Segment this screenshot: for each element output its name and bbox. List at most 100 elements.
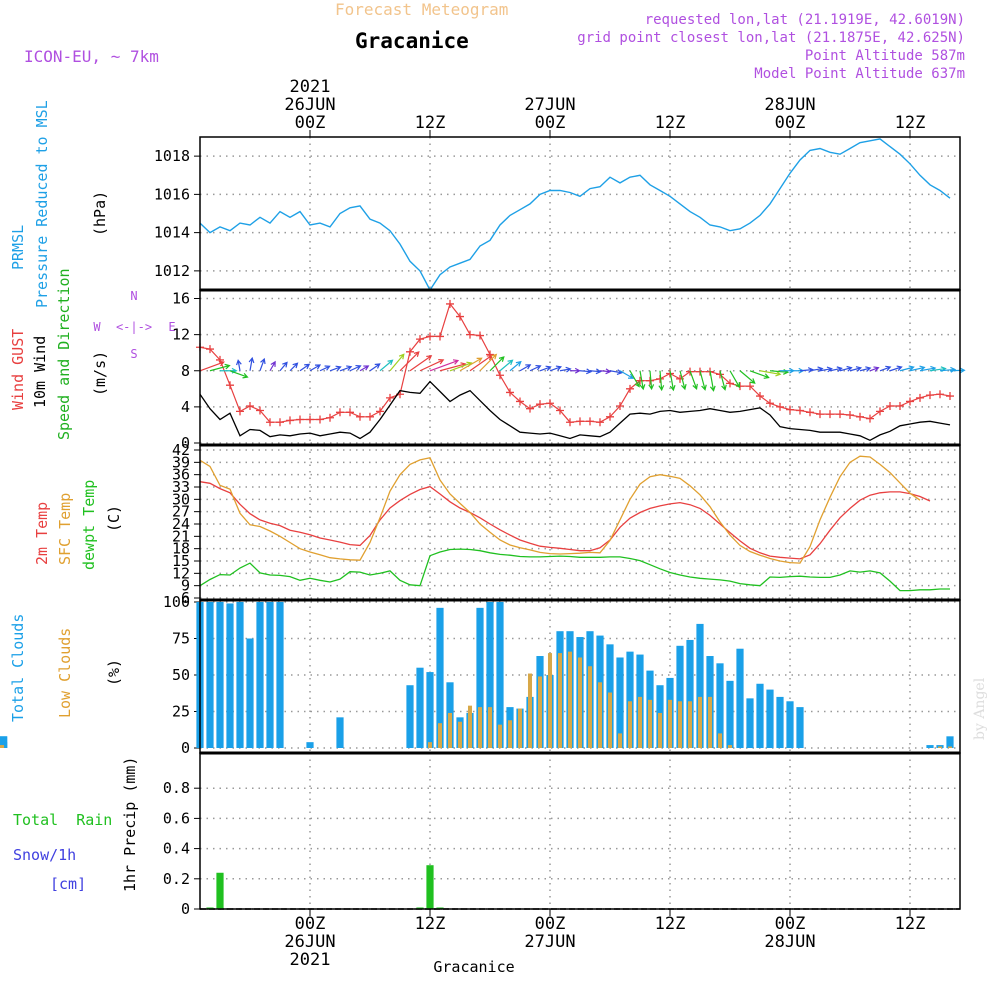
gust-marker (346, 408, 354, 417)
wind-direction-arrow (819, 366, 833, 373)
wind-direction-arrow (209, 363, 231, 372)
low-clouds-bar (587, 666, 593, 748)
low-clouds-bar (437, 723, 443, 748)
wind-direction-arrow (429, 359, 460, 372)
total-clouds-bar (266, 602, 274, 748)
low-clouds-bar (557, 653, 563, 748)
clouds-title-2: Low Clouds (56, 628, 74, 718)
compass-w: W (93, 320, 101, 334)
total-clouds-bar (336, 717, 344, 748)
wind-direction-arrow (589, 368, 602, 375)
total-clouds-bar (436, 607, 444, 748)
low-clouds-bar (597, 682, 603, 748)
pressure-title-1: PRMSL (9, 225, 27, 270)
requested-coords: requested lon,lat (21.1919E, 42.6019N) (645, 12, 965, 28)
compass-e: E (168, 320, 175, 334)
wind-direction-arrow (599, 368, 612, 375)
bottom-time-label: 12Z (655, 914, 686, 934)
low-clouds-bar (937, 746, 943, 748)
bottom-time-label: 27JUN (524, 932, 575, 952)
y-tick-label: 100 (163, 593, 190, 611)
top-time-label: 12Z (415, 113, 446, 133)
top-time-label: 28JUN (764, 95, 815, 115)
wind-direction-arrow (509, 360, 522, 372)
total-clouds-bar (786, 701, 794, 748)
total-clouds-bar (696, 623, 704, 748)
wind-title-2: 10m Wind (31, 336, 49, 408)
y-tick-label: 0.6 (163, 809, 190, 827)
bottom-time-label: 12Z (415, 914, 446, 934)
y-tick-label: 1018 (154, 147, 190, 165)
wind-direction-arrow (679, 370, 687, 391)
bottom-time-label: 00Z (775, 914, 806, 934)
total-clouds-bar (766, 689, 774, 748)
gust-marker (856, 412, 864, 421)
low-clouds-bar (697, 696, 703, 748)
bottom-time-label: 2021 (290, 950, 331, 970)
gust-marker (726, 379, 734, 388)
gust-marker (896, 401, 904, 410)
wind-direction-arrow (709, 370, 716, 392)
low-clouds-bar (617, 733, 623, 748)
low-clouds-bar (717, 733, 723, 748)
total-clouds-bar (676, 645, 684, 748)
y-tick-label: 25 (172, 703, 190, 721)
low-clouds-bar (667, 699, 673, 748)
wind-direction-arrow (899, 365, 915, 372)
low-clouds-bar (427, 742, 433, 748)
wind-direction-arrow (799, 367, 814, 373)
wind-direction-arrow (619, 370, 635, 379)
gust-marker (876, 407, 884, 416)
wind-direction-arrow (409, 355, 433, 372)
top-time-label: 00Z (535, 113, 566, 133)
gust-marker (416, 335, 424, 344)
compass-n: N (130, 289, 137, 303)
wind-direction-arrow (419, 359, 445, 372)
point-altitude: Point Altitude 587m (805, 48, 965, 64)
wind-direction-arrow (279, 361, 288, 372)
panel-wind: 0 4 8 12 16 (172, 290, 966, 452)
gust-marker (826, 410, 834, 419)
gust-marker (536, 400, 544, 409)
y-tick-label: 42 (172, 441, 190, 459)
gust-marker (616, 401, 624, 410)
wind-direction-arrow (739, 370, 756, 384)
wind-direction-arrow (849, 366, 863, 372)
wind-direction-arrow (248, 356, 255, 371)
wind-direction-arrow (459, 357, 483, 372)
wind-direction-arrow (339, 365, 353, 372)
total-clouds-bar (716, 663, 724, 748)
temp-title-2: SFC Temp (56, 493, 74, 565)
low-clouds-bar (727, 745, 733, 748)
top-year: 2021 (290, 77, 331, 97)
wind-direction-arrow (949, 367, 966, 374)
clouds-title-1: Total Clouds (9, 614, 27, 722)
y-tick-label: 0 (181, 739, 190, 757)
y-tick-label: 1014 (154, 224, 190, 242)
low-clouds-bar (657, 712, 663, 748)
panels: 1012101410161018048121669121518212427303… (0, 137, 966, 918)
total-clouds-bar (416, 667, 424, 748)
total-clouds-bar (736, 648, 744, 748)
wind-direction-arrow (559, 366, 572, 373)
total-clouds-bar (0, 736, 8, 748)
y-tick-label: 1012 (154, 262, 190, 280)
wind-direction-arrow (639, 370, 646, 391)
gust-marker (466, 330, 474, 339)
wind-direction-arrow (499, 359, 514, 372)
pressure-unit: (hPa) (91, 191, 109, 236)
wind-speed-line (199, 380, 951, 442)
temp-title-3: dewpt Temp (80, 480, 98, 570)
low-clouds-bar (607, 692, 613, 748)
wind-direction-arrow (579, 368, 593, 375)
gust-marker (546, 399, 554, 408)
gust-marker (756, 392, 764, 401)
gust-marker (476, 331, 484, 340)
rain-bar (436, 907, 444, 909)
low-clouds-bar (477, 707, 483, 748)
model-altitude: Model Point Altitude 637m (754, 66, 965, 82)
low-clouds-bar (0, 745, 5, 748)
gust-marker (846, 411, 854, 420)
